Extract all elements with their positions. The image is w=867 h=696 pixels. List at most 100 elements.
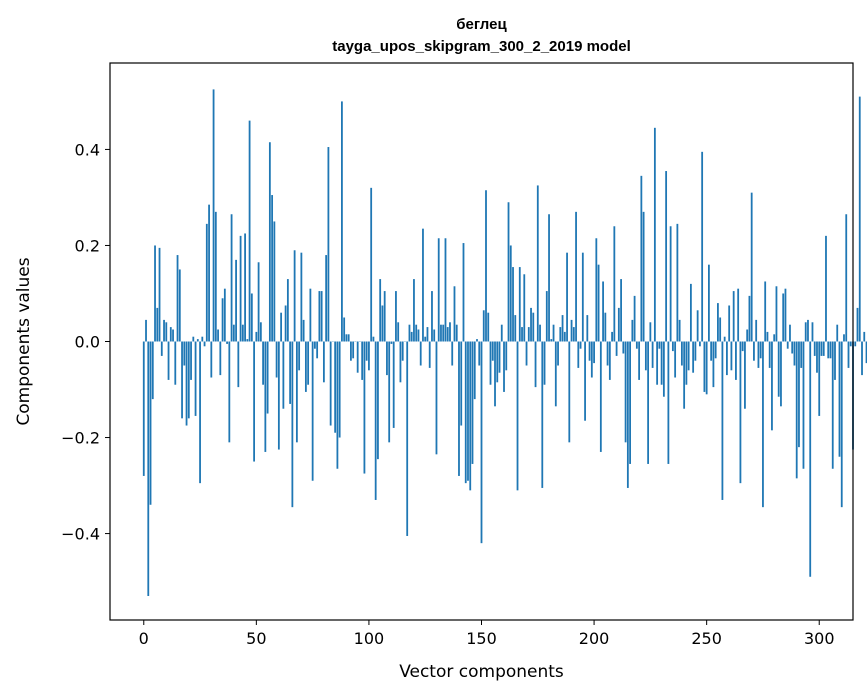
- bar-40: [232, 324, 235, 342]
- bar-264: [737, 288, 740, 342]
- bar-297: [811, 322, 814, 342]
- bar-280: [773, 334, 776, 342]
- bar-256: [719, 317, 722, 342]
- bar-95: [356, 341, 359, 373]
- bar-209: [613, 226, 616, 342]
- bar-128: [431, 291, 433, 342]
- bar-78: [318, 291, 321, 342]
- bar-87: [338, 341, 341, 438]
- bar-282: [777, 341, 780, 397]
- bar-91: [347, 334, 350, 342]
- bar-194: [579, 341, 582, 349]
- bar-165: [514, 315, 517, 342]
- bar-154: [489, 341, 492, 385]
- bar-127: [428, 341, 431, 368]
- bar-262: [732, 291, 735, 342]
- bar-163: [509, 245, 512, 342]
- bar-135: [446, 327, 449, 342]
- bar-4: [151, 341, 154, 400]
- bar-308: [836, 324, 839, 342]
- bar-130: [435, 341, 438, 455]
- bar-242: [687, 341, 690, 371]
- bar-311: [843, 334, 845, 342]
- bar-158: [498, 341, 501, 373]
- bar-134: [444, 238, 447, 342]
- bar-82: [327, 147, 330, 342]
- bar-246: [696, 310, 699, 342]
- bar-172: [530, 307, 532, 342]
- bar-19: [185, 341, 188, 426]
- bar-279: [771, 341, 773, 431]
- bar-52: [259, 322, 262, 342]
- bar-111: [392, 341, 395, 428]
- bar-53: [262, 341, 264, 385]
- bar-180: [548, 214, 550, 342]
- bar-14: [174, 341, 177, 385]
- bar-10: [165, 322, 168, 342]
- bar-301: [820, 341, 823, 356]
- bar-221: [640, 175, 643, 342]
- x-axis-label: Vector components: [399, 662, 564, 682]
- y-tick-label: −0.4: [61, 525, 100, 544]
- bar-286: [786, 341, 789, 349]
- bar-56: [268, 142, 271, 342]
- bar-36: [223, 288, 226, 342]
- bar-124: [422, 228, 424, 342]
- bar-240: [683, 341, 686, 409]
- bar-47: [248, 120, 251, 342]
- bar-137: [451, 341, 454, 366]
- bar-81: [325, 255, 328, 342]
- bar-206: [606, 341, 609, 366]
- bar-171: [527, 327, 530, 342]
- bar-77: [316, 341, 319, 359]
- bar-208: [611, 331, 613, 342]
- bar-273: [757, 341, 760, 368]
- bar-43: [239, 235, 242, 342]
- bar-15: [176, 255, 179, 342]
- bar-290: [795, 341, 798, 479]
- bar-35: [221, 298, 224, 342]
- bar-25: [199, 341, 201, 484]
- bar-90: [345, 334, 348, 342]
- x-tick-label: 100: [354, 629, 385, 648]
- y-tick-label: 0.0: [75, 333, 100, 352]
- y-tick-label: 0.4: [75, 140, 100, 159]
- bar-267: [744, 341, 746, 409]
- x-tick-label: 0: [139, 629, 149, 648]
- bar-233: [667, 341, 670, 464]
- bar-196: [584, 341, 586, 421]
- bar-22: [192, 336, 195, 342]
- bar-48: [250, 293, 253, 342]
- bar-281: [775, 286, 778, 342]
- bar-38: [228, 341, 231, 443]
- bar-310: [840, 341, 843, 508]
- bar-153: [487, 312, 490, 342]
- bar-31: [212, 89, 215, 342]
- bar-283: [780, 341, 782, 407]
- bar-295: [807, 319, 809, 342]
- bar-50: [255, 331, 258, 342]
- bar-21: [190, 341, 192, 380]
- bar-235: [671, 341, 674, 352]
- bar-86: [336, 341, 339, 469]
- bar-255: [717, 303, 719, 342]
- bar-54: [264, 341, 267, 452]
- bar-55: [266, 341, 269, 414]
- bar-187: [563, 331, 566, 342]
- x-tick-label: 150: [466, 629, 497, 648]
- bar-49: [253, 341, 255, 462]
- bar-223: [644, 341, 647, 371]
- bar-75: [311, 341, 314, 481]
- bar-307: [834, 341, 836, 380]
- bar-306: [831, 341, 834, 469]
- bar-105: [379, 279, 382, 342]
- bar-193: [577, 341, 580, 368]
- bar-46: [246, 339, 249, 342]
- bar-26: [201, 336, 204, 342]
- bar-177: [541, 341, 544, 488]
- bar-179: [545, 291, 548, 342]
- bar-217: [631, 319, 634, 342]
- bar-234: [669, 226, 672, 342]
- bar-319: [861, 341, 863, 376]
- bar-321: [865, 341, 867, 364]
